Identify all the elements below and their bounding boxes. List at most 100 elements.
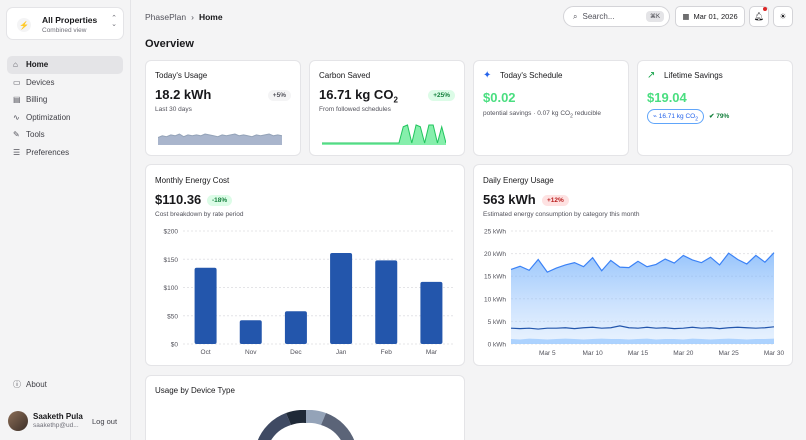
card-title: Daily Energy Usage [483, 176, 554, 185]
sparkline-line [158, 133, 282, 139]
carbon-sparkline [322, 124, 446, 145]
carbon-value-subscript: 2 [393, 95, 398, 105]
x-tick-label: Dec [290, 349, 302, 356]
usage-by-device-card: Usage by Device Type [145, 375, 465, 440]
sidebar-item-preferences[interactable]: ☰ Preferences [7, 144, 123, 162]
lifetime-savings-card: ↗ Lifetime Savings $19.04 ⌁ 16.71 kg CO2… [637, 60, 793, 156]
y-tick-label: 20 kWh [484, 251, 506, 258]
y-tick-label: 10 kWh [484, 296, 506, 303]
x-tick-label: Nov [245, 349, 257, 356]
x-tick-label: Mar 5 [539, 350, 556, 357]
property-switcher[interactable]: ⚡ All Properties Combined view ⌃ ⌄ [6, 7, 124, 40]
schedule-subtext: potential savings · 0.07 kg CO2 reducibl… [483, 110, 601, 119]
devices-icon: ▭ [13, 77, 21, 87]
x-tick-label: Feb [381, 349, 393, 356]
donut-segment [321, 413, 355, 440]
optimization-icon: ∿ [13, 112, 20, 122]
property-subtitle: Combined view [42, 27, 87, 34]
sidebar-item-about[interactable]: ⓘ About [13, 379, 47, 390]
line-series-2 [510, 325, 775, 330]
sidebar-item-label: Preferences [26, 147, 70, 157]
theme-toggle-button[interactable]: ☀︎ [773, 6, 793, 27]
monthly-energy-cost-card: Monthly Energy Cost $110.36 -18% Cost br… [145, 164, 465, 366]
x-tick-label: Mar [426, 349, 438, 356]
bar[interactable] [375, 260, 398, 344]
chevron-updown-icon: ⌃ ⌄ [111, 15, 117, 28]
carbon-subtext: From followed schedules [319, 106, 391, 113]
device-donut-chart [257, 410, 355, 440]
sidebar-item-billing[interactable]: ▤ Billing [7, 91, 123, 109]
sparkline-area [322, 125, 446, 145]
chevron-right-icon: › [191, 12, 194, 22]
bar[interactable] [420, 281, 443, 344]
y-tick-label: $100 [164, 285, 179, 292]
notifications-button[interactable]: 🔔︎ [749, 6, 769, 27]
x-tick-label: Mar 10 [583, 350, 604, 357]
x-tick-label: Mar 30 [764, 350, 785, 357]
sparkles-icon: ✦ [483, 70, 492, 81]
todays-schedule-card: ✦ Today's Schedule $0.02 potential savin… [473, 60, 629, 156]
carbon-value: 16.71 kg CO2 [319, 87, 398, 105]
usage-subtext: Last 30 days [155, 106, 192, 113]
preferences-icon: ☰ [13, 147, 21, 157]
monthly-change-badge: -18% [207, 195, 233, 206]
lifetime-value: $19.04 [647, 90, 687, 105]
monthly-subtext: Cost breakdown by rate period [155, 211, 244, 218]
about-label: About [26, 380, 47, 389]
logout-button[interactable]: Log out [92, 417, 118, 426]
usage-sparkline [158, 133, 282, 145]
info-icon: ⓘ [13, 380, 21, 389]
search-placeholder: Search... [582, 12, 615, 21]
card-title: Today's Usage [155, 71, 208, 80]
sidebar-item-devices[interactable]: ▭ Devices [7, 74, 123, 92]
sidebar-item-label: Optimization [26, 112, 71, 122]
y-tick-label: $200 [164, 229, 179, 236]
y-tick-label: $0 [171, 342, 179, 349]
todays-usage-card: Today's Usage 18.2 kWh +5% Last 30 days [145, 60, 301, 156]
lifetime-co2-text: 16.71 kg CO [658, 112, 696, 120]
daily-energy-usage-card: Daily Energy Usage 563 kWh +12% Estimate… [473, 164, 793, 366]
card-title: Monthly Energy Cost [155, 176, 230, 185]
daily-change-badge: +12% [542, 195, 569, 206]
breadcrumb-page: Home [198, 12, 223, 22]
leaf-icon: ⌁ [653, 112, 659, 120]
notification-dot [763, 7, 767, 11]
date-picker-button[interactable]: ▦ Mar 01, 2026 [675, 6, 745, 27]
bar[interactable] [194, 267, 217, 344]
sparkline-line [322, 124, 446, 144]
lightning-icon: ⚡ [17, 18, 31, 32]
sidebar-nav: ⌂ Home ▭ Devices ▤ Billing ∿ Optimization ✎ T… [7, 56, 123, 161]
search-shortcut: ⌘K [645, 11, 664, 22]
sidebar-item-label: Billing [26, 95, 48, 105]
user-name: Saaketh Pula [33, 412, 83, 421]
lifetime-co2-pill: ⌁ 16.71 kg CO2 [647, 109, 705, 125]
avatar [8, 411, 28, 431]
bar[interactable] [239, 320, 262, 344]
trending-up-icon: ↗ [647, 70, 656, 81]
area-series-total [511, 252, 774, 344]
search-input[interactable]: ⌕ Search... ⌘K [563, 6, 670, 27]
breadcrumb-app[interactable]: PhasePlan [145, 12, 187, 22]
card-title: Today's Schedule [500, 71, 563, 80]
search-icon: ⌕ [573, 11, 578, 21]
donut-segment [306, 410, 326, 425]
schedule-subtext-a: potential savings · 0.07 kg CO [483, 110, 571, 117]
monthly-cost-bar-chart: $0 $50 $100 $150 $200 Oct Nov Dec Jan Feb Mar [164, 229, 454, 356]
monthly-value: $110.36 [155, 192, 202, 207]
bar[interactable] [284, 311, 307, 344]
daily-value: 563 kWh [483, 192, 536, 207]
bell-icon: 🔔︎ [753, 12, 765, 21]
lifetime-pct-pill: ✔ 79% [704, 110, 734, 121]
y-tick-label: 25 kWh [484, 229, 506, 236]
donut-segment [286, 410, 306, 425]
card-title: Carbon Saved [319, 71, 371, 80]
sidebar-item-tools[interactable]: ✎ Tools [7, 126, 123, 144]
bar[interactable] [330, 253, 353, 344]
page-title: Overview [145, 38, 194, 50]
sidebar-item-home[interactable]: ⌂ Home [7, 56, 123, 74]
check-circle-icon: ✔ [709, 112, 717, 120]
card-title: Usage by Device Type [155, 386, 235, 395]
x-tick-label: Jan [336, 349, 347, 356]
lifetime-pct: 79% [716, 112, 730, 120]
sidebar-item-optimization[interactable]: ∿ Optimization [7, 109, 123, 127]
